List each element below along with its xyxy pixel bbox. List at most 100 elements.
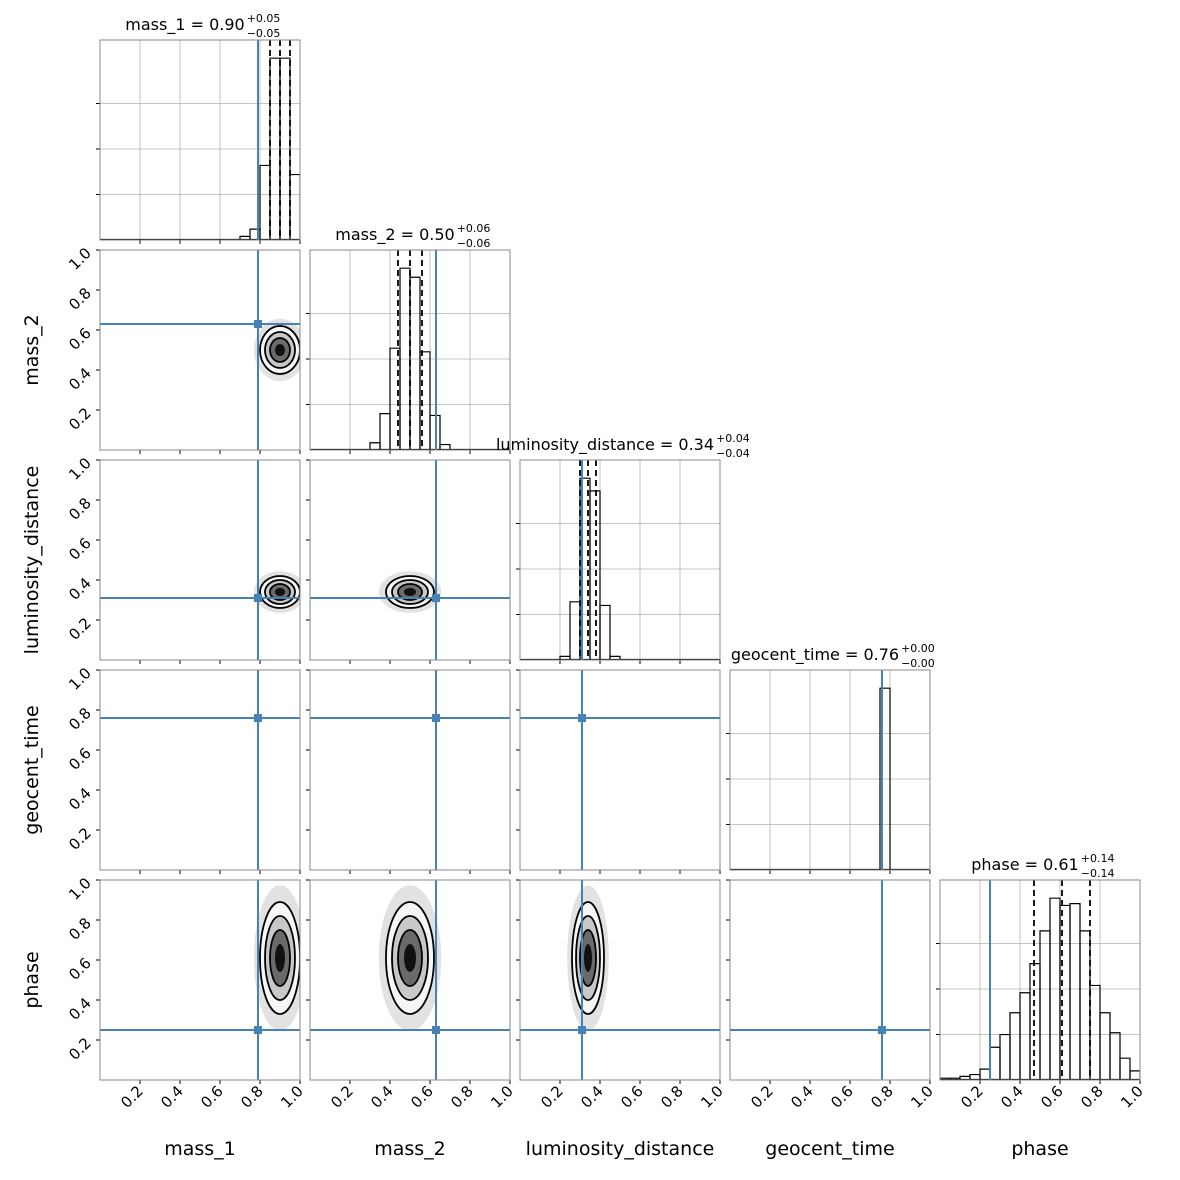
hist-bin [979, 1068, 991, 1080]
hist-bin [1099, 1012, 1111, 1080]
x-tick-label: 1.0 [697, 1082, 727, 1112]
panel-title: luminosity_distance = 0.34 [496, 435, 714, 455]
y-tick-label: 0.2 [65, 614, 95, 644]
truth-marker [432, 594, 440, 602]
panel [520, 670, 720, 870]
hist-bin [419, 351, 431, 450]
hist-bin [379, 413, 391, 450]
panel-frame [309, 459, 511, 661]
x-tick-label: 0.4 [367, 1082, 397, 1112]
panel [100, 460, 300, 660]
panel-frame [99, 669, 301, 871]
hist-bin [879, 687, 891, 870]
panel [100, 40, 300, 240]
x-axis-label: geocent_time [765, 1138, 894, 1160]
x-tick-label: 0.2 [327, 1082, 357, 1112]
y-tick-label: 1.0 [65, 244, 95, 274]
x-tick-label: 0.8 [1077, 1082, 1107, 1112]
hist-bin [1109, 1032, 1121, 1080]
panel [940, 880, 1140, 1080]
y-axis-label: phase [21, 951, 43, 1008]
x-tick-label: 0.8 [237, 1082, 267, 1112]
x-axis-label: mass_2 [374, 1138, 446, 1160]
y-tick-label: 1.0 [65, 874, 95, 904]
contour [269, 929, 291, 987]
x-tick-label: 0.8 [867, 1082, 897, 1112]
hist-bin [999, 1033, 1011, 1080]
hist-bin [609, 655, 621, 660]
x-tick-label: 1.0 [1117, 1082, 1147, 1112]
y-tick-label: 0.6 [65, 324, 95, 354]
density [584, 944, 592, 972]
panel [310, 670, 510, 870]
x-tick-label: 0.8 [657, 1082, 687, 1112]
contour [259, 575, 300, 609]
hist-bin [439, 443, 451, 450]
hist-bin [589, 490, 601, 660]
title-upper: +0.04 [716, 432, 750, 445]
y-axis-label: luminosity_distance [21, 466, 43, 655]
y-tick-label: 0.8 [65, 914, 95, 944]
x-axis-label: mass_1 [164, 1138, 236, 1160]
title-lower: −0.06 [457, 237, 491, 250]
panel-frame [729, 669, 931, 871]
hist-bin [1019, 992, 1031, 1080]
x-axis-label: phase [1011, 1138, 1068, 1160]
density [404, 588, 416, 596]
hist-bin [599, 604, 611, 660]
y-tick-label: 0.8 [65, 494, 95, 524]
x-tick-label: 1.0 [277, 1082, 307, 1112]
y-tick-label: 0.4 [65, 784, 95, 814]
contour [397, 929, 423, 987]
x-tick-label: 1.0 [907, 1082, 937, 1112]
y-axis-label: mass_2 [21, 314, 43, 386]
contour [264, 579, 296, 605]
x-axis-label: luminosity_distance [526, 1138, 715, 1160]
title-lower: −0.05 [247, 27, 281, 40]
panel-frame [99, 39, 301, 241]
contour [397, 583, 423, 601]
x-tick-label: 0.6 [197, 1082, 227, 1112]
hist-bin [1079, 930, 1091, 1080]
y-tick-label: 0.6 [65, 744, 95, 774]
panel-title: mass_1 = 0.90 [125, 15, 244, 35]
panel-frame [939, 879, 1141, 1081]
hist-bin [409, 276, 421, 450]
truth-marker [878, 1026, 886, 1034]
contour [259, 325, 300, 375]
panel-frame [99, 459, 301, 661]
x-tick-label: 0.4 [577, 1082, 607, 1112]
x-tick-label: 0.6 [407, 1082, 437, 1112]
hist-bin [1039, 930, 1051, 1080]
density [275, 344, 285, 356]
panel [310, 880, 510, 1080]
contour [264, 915, 296, 1001]
x-tick-label: 0.8 [447, 1082, 477, 1112]
x-tick-label: 0.2 [117, 1082, 147, 1112]
title-lower: −0.00 [901, 657, 935, 670]
panel-title: phase = 0.61 [971, 855, 1078, 874]
x-tick-label: 0.2 [537, 1082, 567, 1112]
panel [730, 880, 930, 1080]
contour [571, 901, 605, 1015]
density [275, 588, 285, 596]
truth-marker [254, 714, 262, 722]
panel [310, 250, 510, 450]
hist-bin [1069, 903, 1081, 1080]
truth-marker [432, 1026, 440, 1034]
contour [385, 901, 435, 1015]
title-lower: −0.14 [1081, 867, 1115, 880]
panel [310, 460, 510, 660]
contour [269, 583, 291, 601]
panel-frame [519, 879, 721, 1081]
contour [579, 929, 597, 987]
panel-frame [99, 879, 301, 1081]
x-tick-label: 0.4 [157, 1082, 187, 1112]
y-tick-label: 0.4 [65, 574, 95, 604]
panel [520, 460, 720, 660]
x-tick-label: 0.4 [997, 1082, 1027, 1112]
panel [100, 880, 300, 1080]
y-tick-label: 0.2 [65, 1034, 95, 1064]
panel-title: geocent_time = 0.76 [731, 645, 899, 665]
